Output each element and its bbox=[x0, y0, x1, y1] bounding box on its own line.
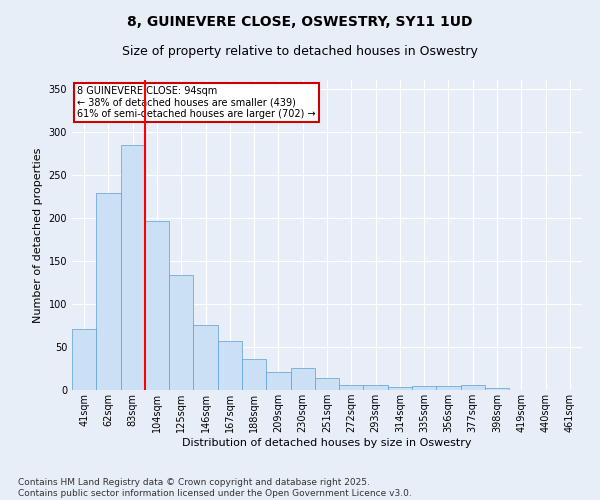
Bar bbox=[72, 329, 96, 390]
Bar bbox=[412, 386, 436, 390]
Bar bbox=[266, 372, 290, 390]
Text: 8, GUINEVERE CLOSE, OSWESTRY, SY11 1UD: 8, GUINEVERE CLOSE, OSWESTRY, SY11 1UD bbox=[127, 15, 473, 29]
Bar bbox=[145, 221, 169, 390]
X-axis label: Distribution of detached houses by size in Oswestry: Distribution of detached houses by size … bbox=[182, 438, 472, 448]
Bar bbox=[242, 359, 266, 390]
Bar bbox=[315, 378, 339, 390]
Bar bbox=[388, 386, 412, 390]
Text: 8 GUINEVERE CLOSE: 94sqm
← 38% of detached houses are smaller (439)
61% of semi-: 8 GUINEVERE CLOSE: 94sqm ← 38% of detach… bbox=[77, 86, 316, 120]
Text: Size of property relative to detached houses in Oswestry: Size of property relative to detached ho… bbox=[122, 45, 478, 58]
Bar bbox=[290, 368, 315, 390]
Bar bbox=[218, 341, 242, 390]
Bar bbox=[364, 385, 388, 390]
Y-axis label: Number of detached properties: Number of detached properties bbox=[33, 148, 43, 322]
Bar bbox=[461, 385, 485, 390]
Bar bbox=[96, 193, 121, 390]
Bar bbox=[436, 386, 461, 390]
Bar bbox=[169, 276, 193, 390]
Bar bbox=[193, 326, 218, 390]
Bar bbox=[485, 388, 509, 390]
Text: Contains HM Land Registry data © Crown copyright and database right 2025.
Contai: Contains HM Land Registry data © Crown c… bbox=[18, 478, 412, 498]
Bar bbox=[121, 146, 145, 390]
Bar bbox=[339, 385, 364, 390]
